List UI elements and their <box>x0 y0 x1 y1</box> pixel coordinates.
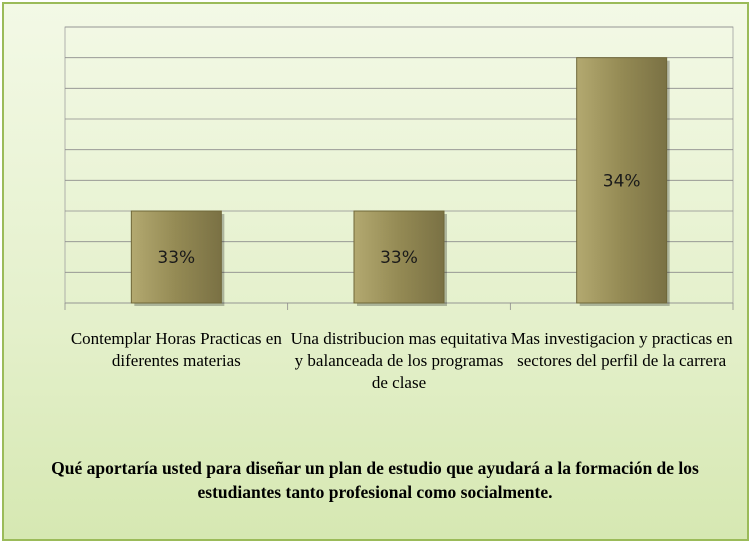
bar <box>576 57 668 304</box>
bar <box>353 210 445 304</box>
data-label: 33% <box>157 248 195 268</box>
x-tick-label: Contemplar Horas Practicas en diferentes… <box>70 329 282 370</box>
x-tick-label: Una distribucion mas equitativa y balanc… <box>290 329 508 392</box>
chart-title: Qué aportaría usted para diseñar un plan… <box>51 458 699 502</box>
data-label: 34% <box>603 171 641 191</box>
data-label: 33% <box>380 248 418 268</box>
x-tick-label: Mas investigacion y practicas en sectore… <box>510 329 733 370</box>
bar <box>130 210 222 304</box>
